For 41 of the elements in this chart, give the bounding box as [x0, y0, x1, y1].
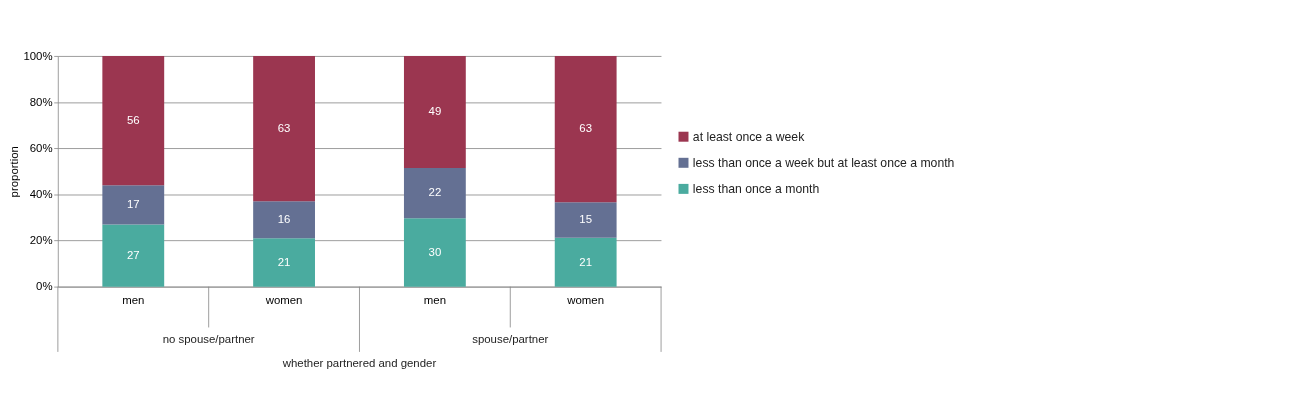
legend-label: less than once a month — [692, 181, 820, 196]
legend-label: at least once a week — [692, 129, 806, 144]
y-tick-label: 80% — [29, 95, 53, 108]
text: spouse/partner — [472, 332, 549, 345]
data-label: 17 — [126, 198, 140, 211]
bar — [102, 224, 165, 287]
data-label: 63 — [579, 122, 593, 135]
y-tick-label: 20% — [29, 234, 53, 247]
bar — [403, 56, 466, 168]
data-label: 21 — [579, 255, 593, 268]
data-label: 56 — [126, 113, 140, 126]
bar — [554, 237, 617, 287]
y-tick-label: 40% — [29, 188, 53, 201]
bar — [102, 56, 165, 186]
legend-label: less than once a week but at least once a month — [692, 155, 955, 170]
y-tick-label: 0% — [36, 280, 53, 293]
x-tick-label: women — [264, 294, 303, 307]
x-axis-title: whether partnered and gender — [281, 357, 437, 370]
data-label: 22 — [428, 186, 442, 199]
data-label: 27 — [126, 248, 140, 261]
bar — [403, 167, 466, 219]
x-tick-label: men — [122, 294, 145, 307]
x-tick-label: men — [423, 294, 446, 307]
data-label: 49 — [428, 105, 442, 118]
bar — [253, 56, 315, 202]
y-tick-label: 100% — [23, 49, 53, 62]
text: no spouse/partner — [162, 332, 255, 345]
bar — [554, 56, 617, 203]
y-tick-label: 60% — [29, 141, 53, 154]
y-axis-title: proportion — [7, 146, 20, 198]
x-tick-label: women — [566, 294, 605, 307]
bar — [554, 202, 617, 238]
bar — [403, 218, 466, 287]
data-label: 30 — [428, 245, 442, 258]
data-label: 63 — [277, 121, 291, 134]
data-label: 15 — [579, 213, 593, 226]
bar — [253, 238, 315, 287]
data-label: 16 — [277, 213, 291, 226]
data-label: 21 — [277, 255, 291, 268]
bar — [102, 185, 165, 225]
bar — [253, 201, 315, 239]
